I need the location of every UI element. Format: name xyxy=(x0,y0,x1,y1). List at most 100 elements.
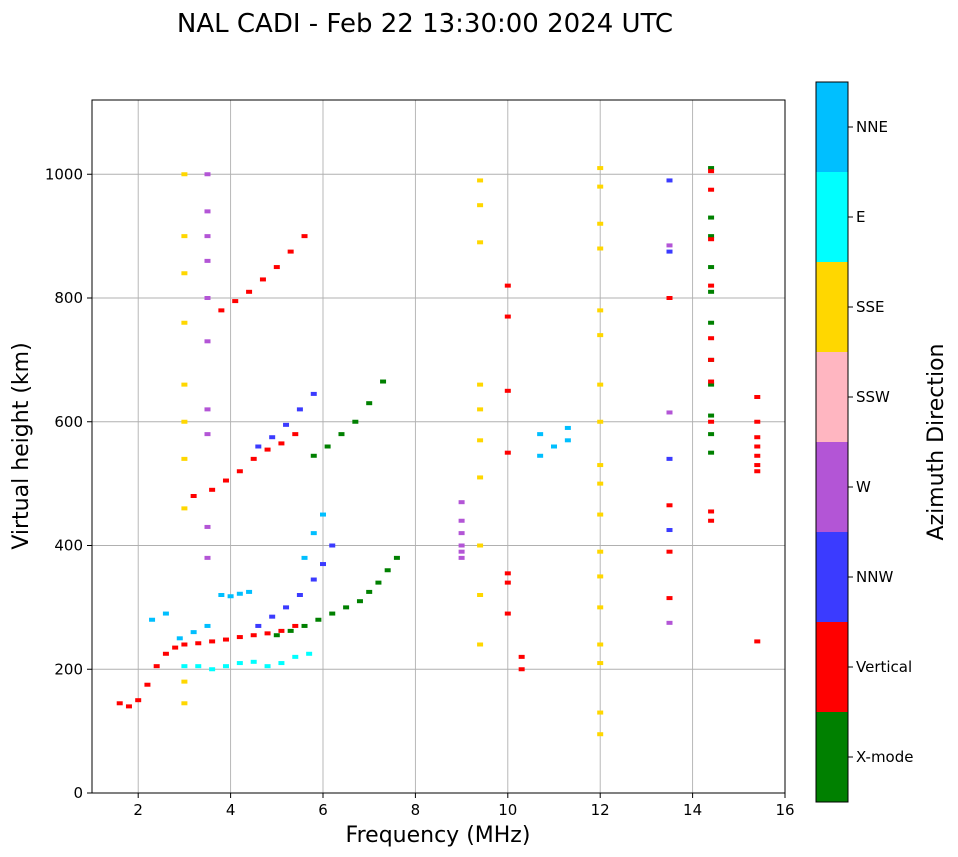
y-ticks: 0 200 400 600 800 1000 xyxy=(45,165,92,802)
series-group xyxy=(116,623,299,709)
data-point xyxy=(708,237,715,242)
data-point xyxy=(597,732,604,737)
data-point xyxy=(162,611,169,616)
data-point xyxy=(597,642,604,647)
data-point xyxy=(708,320,715,325)
colorbar-segment xyxy=(816,622,848,712)
colorbar-category-label: Vertical xyxy=(856,658,912,676)
colorbar-label: Azimuth Direction xyxy=(924,343,949,540)
data-point xyxy=(250,659,257,664)
data-point xyxy=(236,635,243,640)
data-point xyxy=(269,435,276,440)
colorbar-segment xyxy=(816,352,848,442)
data-point xyxy=(181,172,188,177)
data-point xyxy=(246,589,253,594)
series-group xyxy=(504,283,525,672)
data-point xyxy=(181,382,188,387)
series-group xyxy=(537,425,571,458)
data-point xyxy=(458,518,465,523)
data-point xyxy=(172,645,179,650)
y-tick-label: 600 xyxy=(54,413,83,431)
data-point xyxy=(477,475,484,480)
data-point xyxy=(504,283,511,288)
data-point xyxy=(296,407,303,412)
data-point xyxy=(708,289,715,294)
data-point xyxy=(278,441,285,446)
colorbar-category-label: W xyxy=(856,478,871,496)
data-point xyxy=(176,636,183,641)
data-point xyxy=(324,444,331,449)
series-group xyxy=(458,500,465,560)
data-point xyxy=(190,494,197,498)
data-point xyxy=(477,240,484,245)
data-point xyxy=(477,178,484,183)
data-point xyxy=(393,555,400,560)
colorbar-category-label: SSE xyxy=(856,298,885,316)
data-point xyxy=(504,571,511,576)
y-tick-label: 0 xyxy=(73,784,83,802)
x-tick-label: 6 xyxy=(318,801,328,819)
data-point xyxy=(190,630,197,635)
data-point xyxy=(597,246,604,251)
data-point xyxy=(477,203,484,208)
chart-title: NAL CADI - Feb 22 13:30:00 2024 UTC xyxy=(177,9,673,39)
series-group xyxy=(666,296,673,601)
data-point xyxy=(504,388,511,393)
y-tick-label: 800 xyxy=(54,289,83,307)
data-point xyxy=(181,419,188,424)
data-point xyxy=(181,701,188,706)
data-point xyxy=(375,580,382,585)
data-point xyxy=(283,422,290,427)
data-point xyxy=(181,679,188,684)
data-point xyxy=(204,407,211,412)
y-tick-label: 1000 xyxy=(45,165,83,183)
colorbar-category-label: NNW xyxy=(856,568,893,586)
data-point xyxy=(209,639,216,644)
x-tick-label: 4 xyxy=(226,801,236,819)
data-point xyxy=(708,265,715,270)
data-point xyxy=(269,614,276,619)
data-point xyxy=(301,234,308,239)
colorbar: X-mode Vertical NNW W SSW SSE E NNE xyxy=(815,81,913,803)
data-point xyxy=(204,234,211,239)
data-point xyxy=(236,661,243,666)
data-point xyxy=(264,447,271,452)
data-point xyxy=(135,698,142,703)
data-point xyxy=(708,413,715,418)
data-point xyxy=(310,531,317,536)
data-point xyxy=(708,432,715,437)
data-point xyxy=(204,432,211,437)
data-point xyxy=(204,258,211,263)
data-point xyxy=(504,450,511,455)
data-point xyxy=(708,419,715,424)
series-group xyxy=(754,395,761,644)
data-point xyxy=(754,419,761,424)
data-point xyxy=(708,357,715,362)
data-point xyxy=(384,568,391,573)
data-point xyxy=(209,487,216,492)
data-point xyxy=(153,664,160,669)
data-point xyxy=(477,543,484,548)
data-point xyxy=(204,524,211,529)
data-point xyxy=(296,593,303,597)
data-point xyxy=(708,450,715,455)
series-group xyxy=(190,432,299,498)
series-group xyxy=(666,178,673,533)
data-point xyxy=(666,620,673,625)
data-point xyxy=(255,623,262,628)
data-points xyxy=(116,166,761,737)
data-point xyxy=(458,555,465,560)
data-point xyxy=(666,528,673,533)
data-point xyxy=(708,234,715,239)
data-point xyxy=(597,166,604,171)
data-point xyxy=(666,249,673,254)
data-point xyxy=(458,549,465,554)
data-point xyxy=(250,633,257,638)
data-point xyxy=(236,469,243,474)
data-point xyxy=(477,438,484,443)
series-group xyxy=(310,379,387,458)
data-point xyxy=(564,425,571,430)
x-tick-label: 10 xyxy=(498,801,517,819)
data-point xyxy=(754,453,761,458)
y-axis-label: Virtual height (km) xyxy=(9,342,34,549)
